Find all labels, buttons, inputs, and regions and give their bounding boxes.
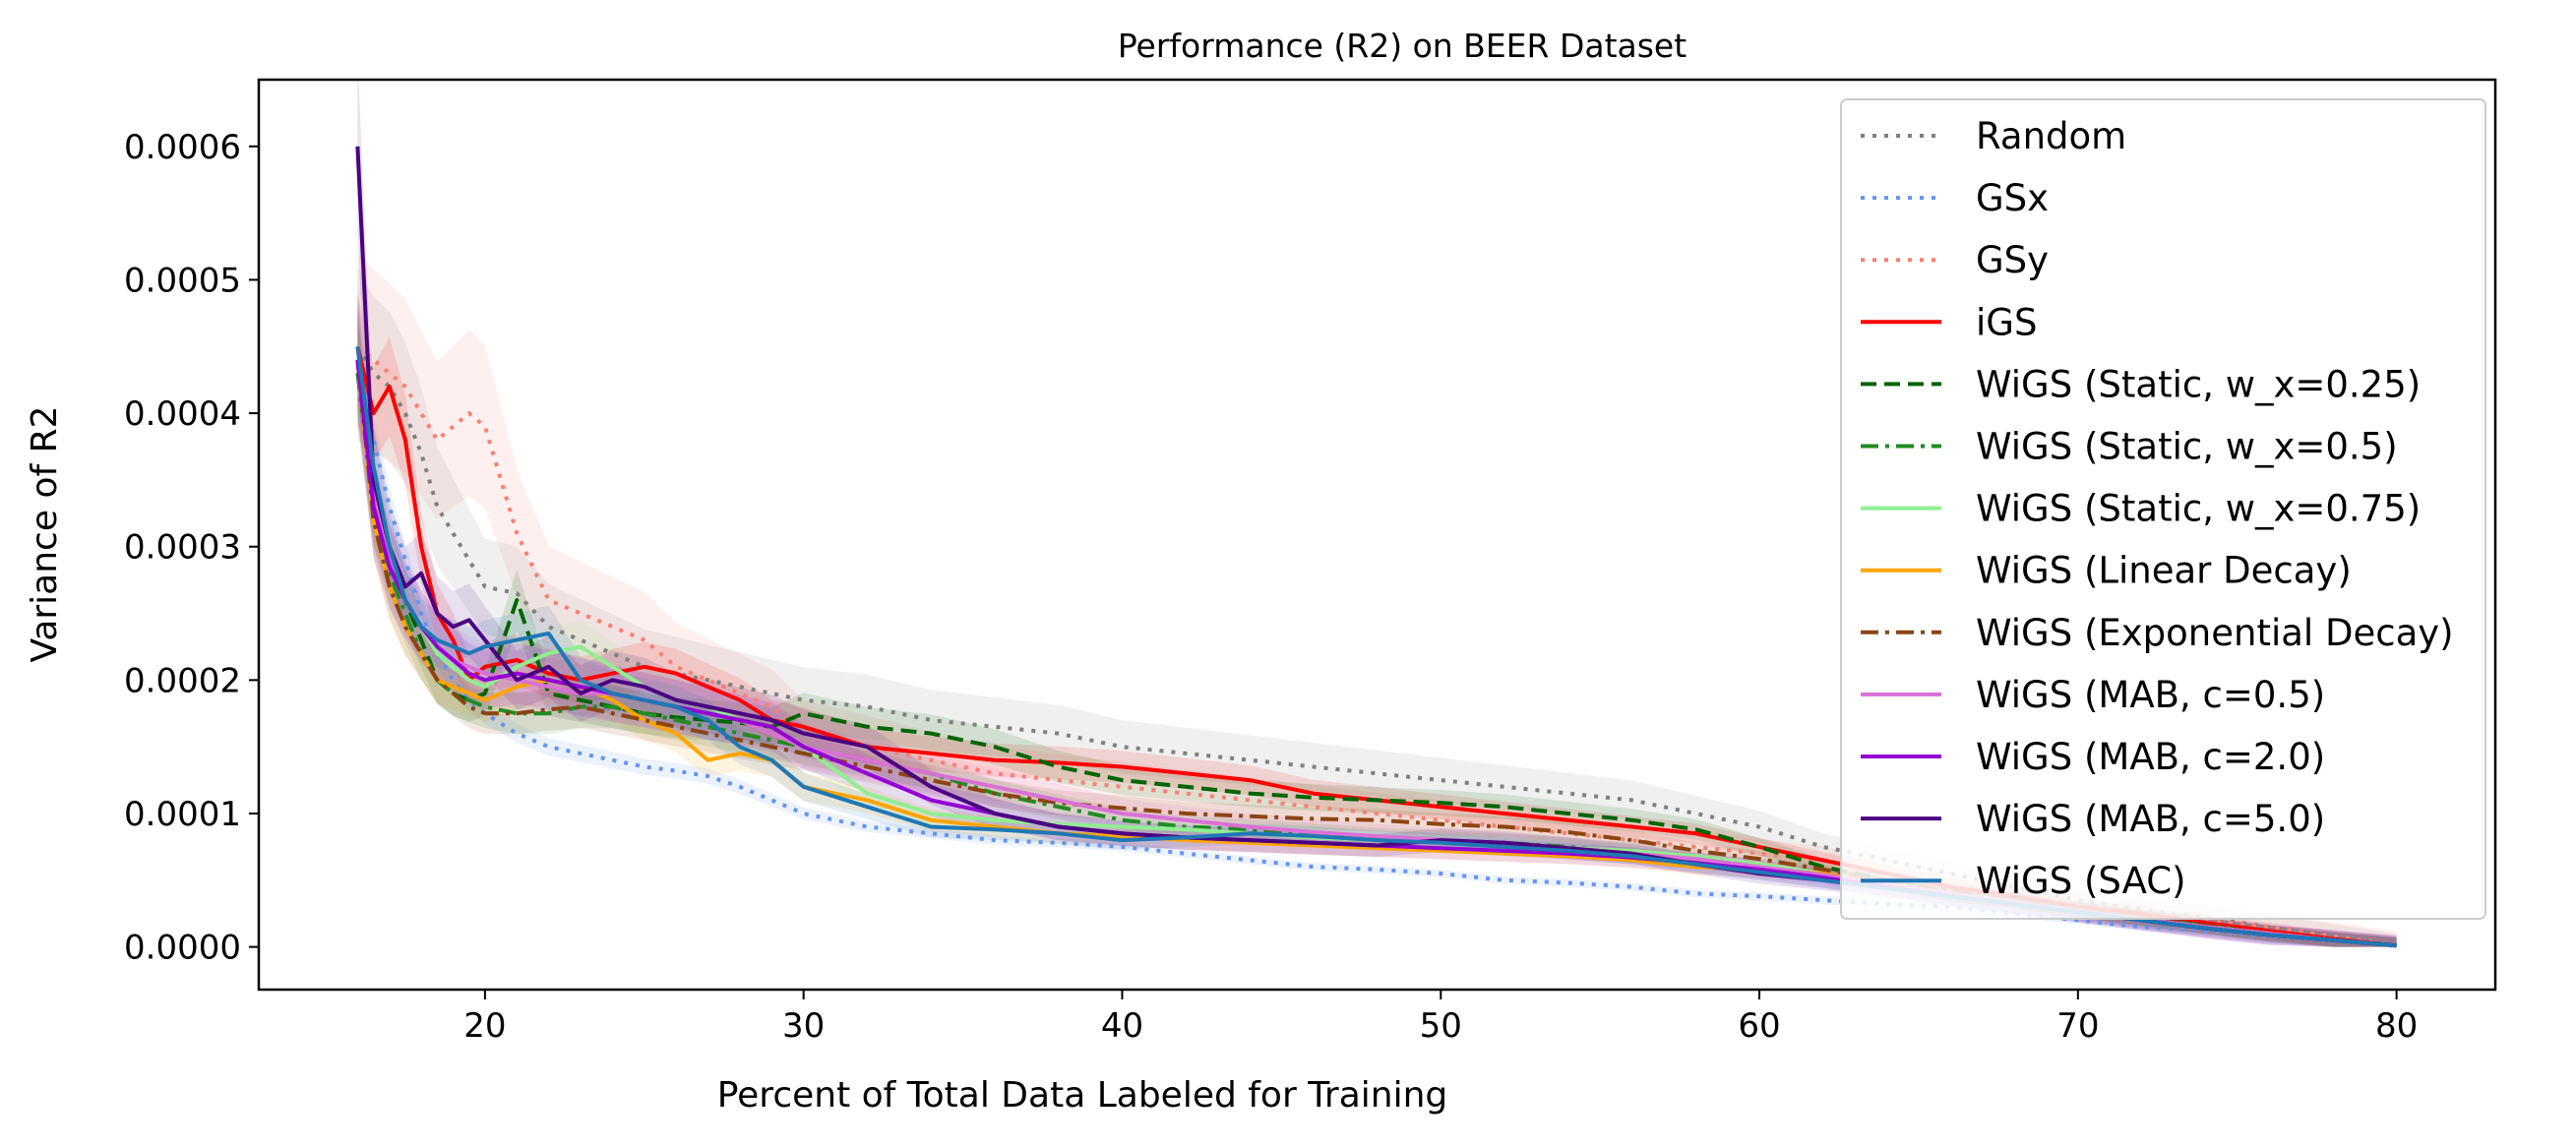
y-tick-label: 0.0005	[124, 261, 241, 300]
legend-label: WiGS (MAB, c=5.0)	[1976, 798, 2325, 840]
y-axis-label: Variance of R2	[25, 405, 65, 662]
legend-label: WiGS (MAB, c=0.5)	[1976, 674, 2325, 716]
y-tick-label: 0.0004	[124, 394, 241, 434]
x-tick-label: 60	[1738, 1006, 1780, 1046]
band-wigs-mab-c-2-0	[357, 294, 2397, 947]
legend-label: WiGS (SAC)	[1976, 860, 2186, 902]
x-tick-label: 70	[2056, 1006, 2099, 1046]
x-tick-label: 50	[1420, 1006, 1462, 1046]
legend: Random GSx GSy iGS WiGS (Static, w_x=0.25) Wi…	[1840, 98, 2486, 920]
series-line-wigs-exponential-decay	[355, 359, 2397, 948]
legend-label: WiGS (MAB, c=2.0)	[1976, 736, 2325, 778]
x-tick-label: 20	[463, 1006, 506, 1046]
y-tick-label: 0.0002	[124, 661, 241, 700]
band-wigs-static-w-x-0-75	[357, 307, 2397, 947]
legend-label: iGS	[1976, 301, 2037, 343]
y-tick-label: 0.0001	[124, 795, 241, 834]
legend-label: WiGS (Exponential Decay)	[1976, 612, 2454, 654]
y-axis-ticks: 0.0000 0.0001 0.0002 0.0003 0.0004 0.0005 0.00…	[124, 128, 259, 968]
y-tick-label: 0.0003	[124, 528, 241, 568]
y-tick-label: 0.0006	[124, 128, 241, 167]
series-line-wigs-static-w-x-0-25	[355, 359, 2397, 948]
legend-label: WiGS (Linear Decay)	[1976, 550, 2352, 592]
legend-box	[1840, 98, 2486, 920]
legend-label: GSy	[1976, 239, 2049, 281]
x-tick-label: 40	[1101, 1006, 1143, 1046]
legend-label: WiGS (Static, w_x=0.25)	[1976, 363, 2421, 405]
legend-label: GSx	[1976, 177, 2049, 219]
chart-title: Performance (R2) on BEER Dataset	[1118, 27, 1687, 65]
band-wigs-exponential-decay	[357, 307, 2397, 947]
y-tick-label: 0.0000	[124, 929, 241, 968]
band-wigs-mab-c-0-5	[357, 279, 2397, 947]
x-axis-label: Percent of Total Data Labeled for Traini…	[717, 1075, 1448, 1116]
legend-label: WiGS (Static, w_x=0.5)	[1976, 426, 2398, 468]
x-axis-ticks: 20 30 40 50 60 70 80	[463, 990, 2418, 1046]
band-wigs-mab-c-5-0	[357, 80, 2397, 947]
legend-label: Random	[1976, 115, 2126, 157]
band-wigs-linear-decay	[357, 307, 2397, 947]
x-tick-label: 30	[782, 1006, 825, 1046]
x-tick-label: 80	[2375, 1006, 2418, 1046]
legend-label: WiGS (Static, w_x=0.75)	[1976, 488, 2421, 530]
plot-frame	[257, 78, 2497, 992]
